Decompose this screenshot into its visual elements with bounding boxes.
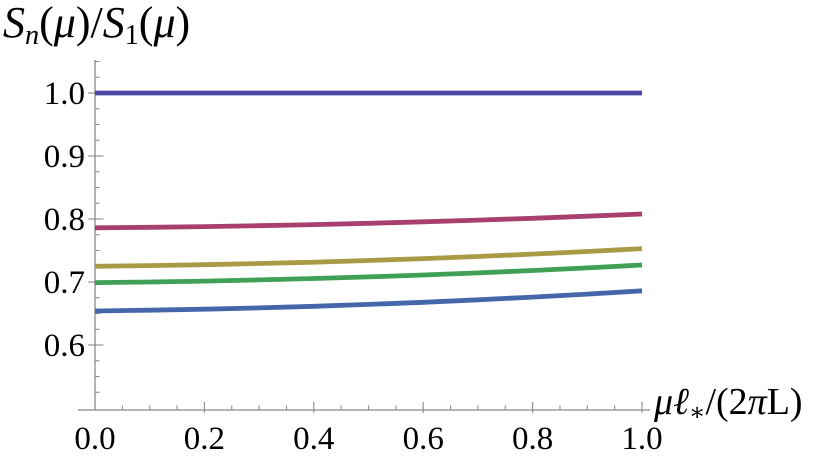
y-tick-label: 0.8 [44,202,85,238]
y-axis-title: Sn(μ)/S1(μ) [3,0,191,50]
axis-title-part: n [25,20,40,52]
y-tick-label: 1.0 [44,76,85,112]
axis-title-part: μ [153,0,176,47]
x-tick-label: 0.8 [512,421,553,457]
curve-4 [94,262,643,285]
axis-title-part: ) [175,0,191,47]
x-tick-label: 0.2 [184,421,225,457]
x-tick-label: 0.6 [403,421,444,457]
axis-title-part: )/ [75,0,103,47]
axis-title-part: ( [138,0,154,47]
x-axis-title: μℓ∗/(2πL) [654,381,803,425]
axis-title-part: π [747,381,767,423]
x-tick-label: 1.0 [621,421,662,457]
x-tick-label: 0.4 [293,421,334,457]
axis-title-part: S [3,0,25,47]
curve-2 [94,211,643,231]
axis-title-part: S [102,0,125,47]
axis-title-part: L) [766,381,803,423]
y-tick-label: 0.6 [44,328,85,364]
axis-title-part: ∗ [688,399,706,427]
axis-title-part: /(2 [705,381,748,423]
axis-title-part: μ [53,0,76,47]
curve-3 [94,246,643,269]
axis-title-part: μℓ [654,381,689,423]
curve-5 [94,288,643,314]
y-tick-label: 0.7 [44,265,85,301]
x-tick-label: 0.0 [74,421,115,457]
y-tick-label: 0.9 [44,139,85,175]
axis-title-part: 1 [124,20,139,52]
axis-title-part: ( [39,0,54,47]
